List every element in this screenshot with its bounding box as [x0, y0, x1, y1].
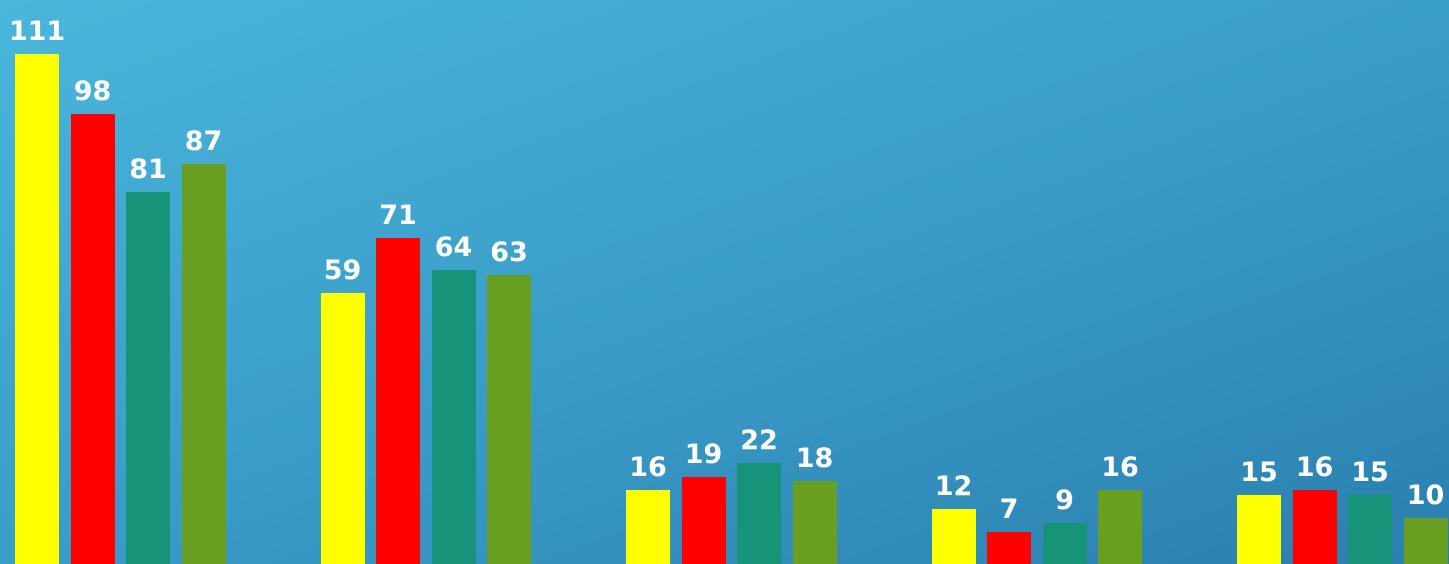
- bar-g1-s4: [181, 164, 226, 564]
- data-label-g5-s1: 15: [1240, 457, 1278, 489]
- data-label-g1-s4: 87: [184, 126, 223, 158]
- bar-g4-s4: [1098, 490, 1142, 564]
- data-label-g3-s3: 22: [740, 424, 778, 456]
- data-label-g4-s4: 16: [1101, 452, 1139, 484]
- data-label-g5-s2: 16: [1295, 452, 1334, 484]
- data-label-g3-s4: 18: [795, 443, 834, 475]
- bar-g5-s3: [1348, 495, 1392, 564]
- data-label-g4-s3: 9: [1055, 484, 1074, 516]
- data-label-g2-s2: 71: [379, 199, 417, 231]
- data-label-g2-s1: 59: [323, 254, 362, 286]
- bar-g3-s2: [681, 476, 726, 564]
- bar-g1-s1: [15, 54, 59, 564]
- data-label-g3-s2: 19: [684, 438, 723, 470]
- data-label-g4-s2: 7: [999, 493, 1019, 525]
- bar-g4-s2: [987, 531, 1031, 564]
- bar-g3-s4: [792, 481, 837, 564]
- data-label-g1-s3: 81: [129, 153, 167, 185]
- data-label-g5-s4: 10: [1406, 480, 1445, 512]
- data-label-g1-s2: 98: [73, 75, 112, 107]
- bar-g2-s2: [376, 237, 420, 564]
- bar-g5-s2: [1292, 490, 1337, 564]
- bar-g4-s1: [931, 508, 976, 564]
- bar-g3-s3: [737, 462, 781, 564]
- data-label-g3-s1: 16: [629, 452, 667, 484]
- bar-g1-s2: [70, 113, 115, 564]
- bar-g1-s3: [126, 191, 170, 564]
- bar-g2-s4: [487, 274, 531, 564]
- bar-g5-s1: [1237, 495, 1281, 564]
- bar-g4-s3: [1042, 522, 1087, 564]
- bar-g3-s1: [626, 490, 670, 564]
- bar-g2-s3: [431, 269, 476, 564]
- bar-g5-s4: [1403, 518, 1448, 564]
- data-label-g2-s3: 64: [434, 231, 473, 263]
- data-label-g1-s1: 111: [8, 16, 66, 47]
- bar-g2-s1: [320, 292, 365, 564]
- data-label-g2-s4: 63: [490, 236, 528, 268]
- data-label-g4-s1: 12: [934, 470, 973, 502]
- data-label-g5-s3: 15: [1351, 457, 1389, 489]
